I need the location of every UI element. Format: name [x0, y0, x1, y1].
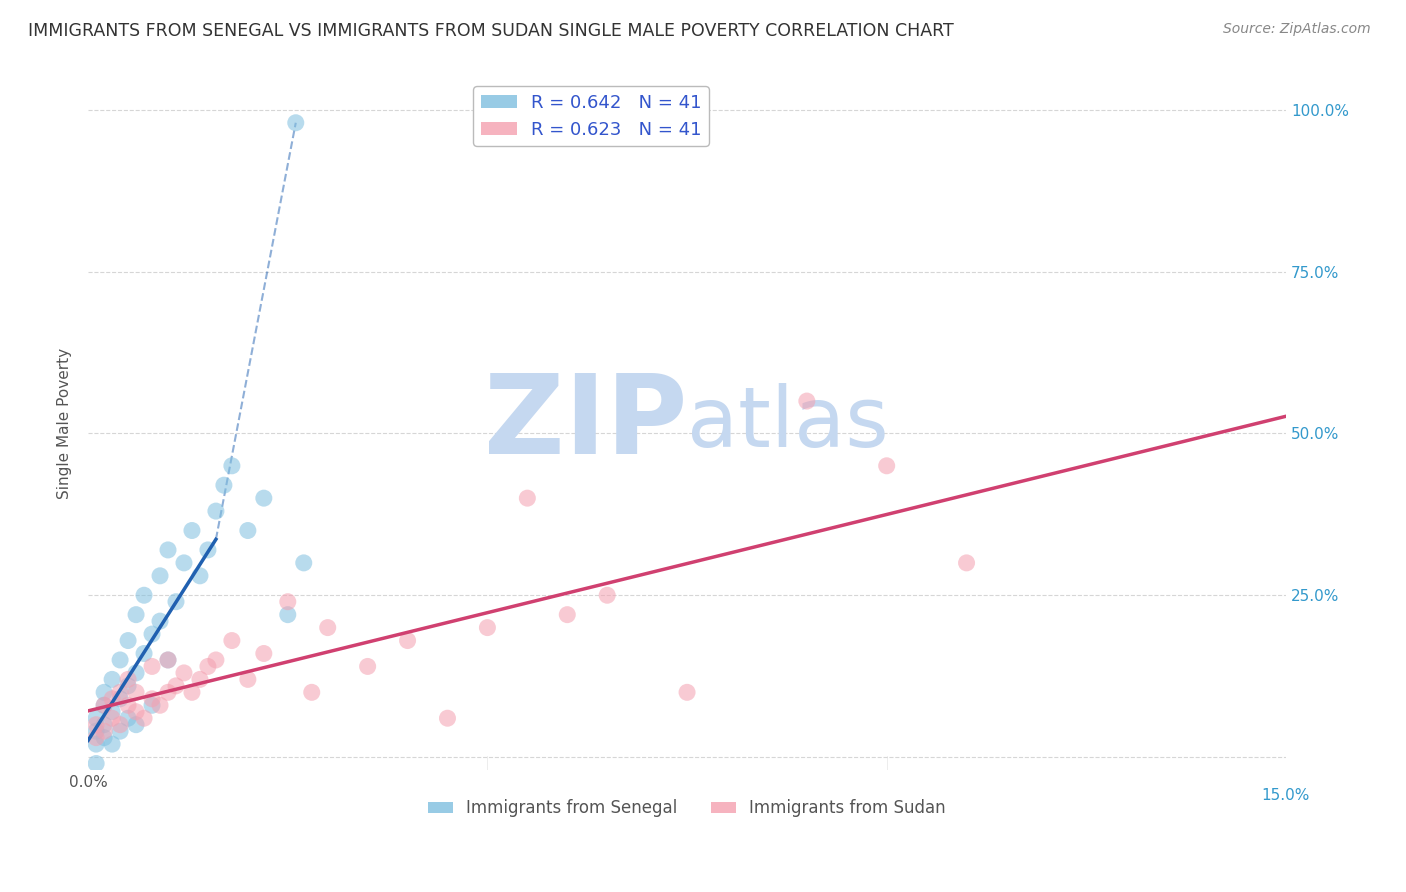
Point [117, 633, 139, 648]
Point [93, 698, 115, 713]
Point [477, 621, 499, 635]
Point [165, 679, 187, 693]
Point [396, 633, 419, 648]
Text: 15.0%: 15.0% [1261, 788, 1310, 803]
Point [125, 607, 148, 622]
Point [236, 524, 259, 538]
Point [84, 724, 107, 739]
Point [125, 705, 148, 719]
Point [284, 116, 307, 130]
Point [108, 685, 131, 699]
Point [205, 504, 228, 518]
Point [156, 653, 179, 667]
Point [149, 614, 172, 628]
Point [93, 724, 115, 739]
Point [301, 685, 323, 699]
Point [876, 458, 898, 473]
Legend: Immigrants from Senegal, Immigrants from Sudan: Immigrants from Senegal, Immigrants from… [422, 793, 953, 824]
Point [165, 595, 187, 609]
Point [117, 711, 139, 725]
Point [676, 685, 699, 699]
Point [156, 543, 179, 558]
Text: ZIP: ZIP [484, 370, 688, 477]
Point [141, 659, 163, 673]
Point [84, 711, 107, 725]
Point [108, 724, 131, 739]
Point [149, 698, 172, 713]
Point [955, 556, 977, 570]
Point [555, 607, 578, 622]
Point [101, 711, 124, 725]
Point [356, 659, 378, 673]
Point [253, 647, 276, 661]
Point [277, 607, 299, 622]
Point [253, 491, 276, 505]
Point [277, 595, 299, 609]
Point [188, 673, 211, 687]
Point [156, 685, 179, 699]
Point [93, 717, 115, 731]
Point [117, 679, 139, 693]
Point [212, 478, 235, 492]
Text: IMMIGRANTS FROM SENEGAL VS IMMIGRANTS FROM SUDAN SINGLE MALE POVERTY CORRELATION: IMMIGRANTS FROM SENEGAL VS IMMIGRANTS FR… [28, 22, 953, 40]
Point [84, 731, 107, 745]
Point [516, 491, 538, 505]
Point [93, 698, 115, 713]
Text: Source: ZipAtlas.com: Source: ZipAtlas.com [1223, 22, 1371, 37]
Point [141, 627, 163, 641]
Point [197, 543, 219, 558]
Point [125, 717, 148, 731]
Point [108, 691, 131, 706]
Point [108, 717, 131, 731]
Point [188, 569, 211, 583]
Point [181, 685, 204, 699]
Point [236, 673, 259, 687]
Point [101, 673, 124, 687]
Point [173, 665, 195, 680]
Point [796, 394, 818, 409]
Point [125, 665, 148, 680]
Point [93, 685, 115, 699]
Point [316, 621, 339, 635]
Point [181, 524, 204, 538]
Point [84, 717, 107, 731]
Y-axis label: Single Male Poverty: Single Male Poverty [58, 348, 72, 500]
Point [84, 737, 107, 751]
Text: atlas: atlas [688, 384, 889, 464]
Point [132, 711, 155, 725]
Point [117, 673, 139, 687]
Point [156, 653, 179, 667]
Point [108, 653, 131, 667]
Point [84, 756, 107, 771]
Point [149, 569, 172, 583]
Point [141, 698, 163, 713]
Point [221, 458, 243, 473]
Point [205, 653, 228, 667]
Point [141, 691, 163, 706]
Point [93, 731, 115, 745]
Point [101, 705, 124, 719]
Point [221, 633, 243, 648]
Point [125, 685, 148, 699]
Point [132, 647, 155, 661]
Point [436, 711, 458, 725]
Point [132, 588, 155, 602]
Point [596, 588, 619, 602]
Point [173, 556, 195, 570]
Point [117, 698, 139, 713]
Point [101, 737, 124, 751]
Point [197, 659, 219, 673]
Point [292, 556, 315, 570]
Point [101, 691, 124, 706]
